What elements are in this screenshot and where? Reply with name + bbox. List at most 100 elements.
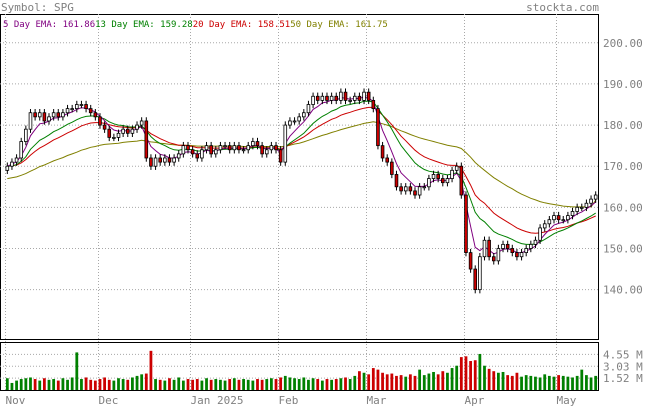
candle: [200, 146, 204, 162]
candle: [283, 121, 288, 166]
volume-bar: [168, 378, 171, 390]
volume-bar: [61, 378, 65, 390]
candle-body: [288, 120, 292, 126]
candle: [227, 141, 232, 154]
candle: [380, 141, 385, 162]
candle-body: [339, 91, 343, 101]
candle-body: [107, 128, 112, 138]
candle-body: [158, 157, 162, 163]
candle: [88, 104, 93, 117]
candle-body: [593, 194, 598, 200]
volume-bar: [478, 353, 482, 390]
candle: [579, 203, 584, 212]
volume-bar: [297, 379, 301, 390]
candle: [204, 141, 209, 154]
candle-body: [149, 157, 153, 167]
candle: [515, 248, 519, 261]
candle: [288, 117, 292, 129]
volume-bar: [107, 379, 111, 390]
volume-bar: [524, 375, 528, 390]
date-tick-label: Apr: [465, 394, 485, 406]
volume-bar: [80, 379, 83, 390]
volume-bar: [186, 379, 190, 390]
volume-bar: [469, 361, 472, 390]
ema50-line: [7, 121, 597, 208]
volume-bar: [529, 375, 533, 390]
candle: [112, 133, 116, 142]
price-axis-labels: 140.00 150.00 160.00 170.00 180.00 190.00 200.…: [603, 37, 643, 297]
volume-bar: [367, 374, 371, 390]
candle-body: [547, 219, 552, 225]
candle-body: [79, 104, 84, 106]
candle-body: [417, 186, 422, 196]
candle: [561, 215, 566, 224]
candle: [65, 104, 70, 117]
volume-bar: [265, 379, 269, 390]
volume-bar: [339, 378, 343, 390]
candle-body: [121, 128, 125, 134]
candle-body: [112, 137, 116, 139]
candle: [575, 203, 579, 216]
candle: [343, 88, 348, 105]
candle: [431, 170, 436, 183]
candle: [214, 146, 218, 158]
candle-body: [232, 145, 237, 151]
candle: [390, 158, 394, 179]
volume-bar: [492, 371, 496, 390]
candle-body: [454, 165, 459, 171]
candle-body: [362, 91, 366, 101]
candle: [163, 154, 167, 166]
candle: [5, 162, 10, 175]
candle-body: [385, 157, 389, 163]
candle-body: [209, 145, 213, 155]
volume-bar: [501, 371, 505, 390]
candle-body: [529, 243, 533, 249]
symbol-label: Symbol: SPG: [1, 1, 74, 14]
volume-bar: [70, 377, 74, 390]
candle: [348, 96, 352, 105]
candle: [255, 137, 260, 150]
volume-bar: [520, 376, 523, 390]
volume-bar: [413, 375, 417, 390]
volume-bar: [446, 372, 449, 390]
volume-bar: [459, 357, 463, 390]
candle: [260, 141, 264, 158]
candle-body: [450, 169, 454, 179]
volume-bar: [269, 378, 273, 390]
candle-body: [24, 128, 28, 142]
candle-body: [274, 145, 278, 151]
candle: [325, 92, 329, 105]
candle: [264, 146, 269, 158]
candle: [552, 211, 556, 224]
candle-body: [570, 211, 575, 216]
candle: [195, 150, 200, 162]
candle-body: [302, 112, 306, 118]
candle-body: [204, 145, 209, 151]
candle: [542, 220, 547, 232]
candle: [209, 141, 213, 158]
volume-bar: [418, 369, 422, 390]
volume-bar: [15, 380, 18, 390]
candle-body: [519, 252, 524, 258]
candle: [107, 125, 112, 142]
volume-bar: [589, 377, 593, 390]
volume-bar: [279, 377, 283, 390]
candle-body: [436, 174, 440, 179]
legend-item: 13 Day EMA: 159.28: [95, 20, 193, 30]
candle: [385, 154, 389, 166]
candle: [14, 154, 19, 166]
volume-bar: [316, 379, 320, 390]
candle: [158, 154, 162, 166]
candle-body: [413, 190, 417, 196]
candle-body: [278, 149, 283, 163]
candle-body: [28, 112, 33, 130]
candles: [5, 88, 598, 294]
candle-body: [227, 145, 232, 151]
candle-body: [357, 95, 362, 101]
volume-bar: [390, 373, 394, 390]
candle-body: [33, 112, 37, 118]
volume-tick-label: 3.03 M: [603, 360, 643, 373]
volume-bar: [191, 379, 195, 390]
volume-bar: [242, 379, 245, 390]
volume-bar: [455, 365, 459, 390]
